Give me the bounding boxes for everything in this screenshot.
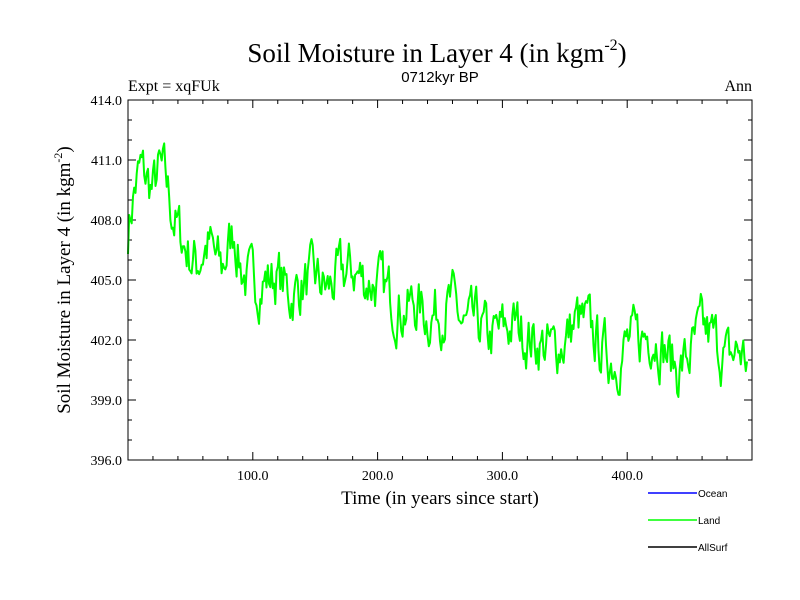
y-tick-label: 405.0 bbox=[91, 274, 123, 289]
legend-label-ocean: Ocean bbox=[698, 489, 727, 500]
x-tick-label: 400.0 bbox=[611, 469, 643, 484]
y-axis: 396.0 399.0 402.0 405.0 408.0 411.0 414.0 bbox=[91, 94, 752, 469]
chart-subtitle: 0712kyr BP bbox=[401, 69, 479, 86]
plot-area: 396.0 399.0 402.0 405.0 408.0 411.0 414.0 100.… bbox=[91, 94, 753, 484]
plot-frame bbox=[127, 99, 753, 461]
x-tick-label: 100.0 bbox=[237, 469, 269, 484]
legend-label-land: Land bbox=[698, 516, 720, 527]
x-tick-label: 200.0 bbox=[362, 469, 394, 484]
y-tick-label: 414.0 bbox=[91, 94, 123, 109]
legend: Ocean Land AllSurf bbox=[648, 489, 728, 554]
season-label: Ann bbox=[724, 78, 752, 95]
y-axis-label: Soil Moisture in Layer 4 (in kgm-2) bbox=[51, 146, 75, 414]
x-axis-label: Time (in years since start) bbox=[341, 488, 539, 509]
y-tick-label: 402.0 bbox=[91, 334, 123, 349]
chart-title: Soil Moisture in Layer 4 (in kgm-2) bbox=[247, 37, 626, 68]
y-tick-label: 408.0 bbox=[91, 214, 123, 229]
x-tick-label: 300.0 bbox=[487, 469, 519, 484]
series-line-land bbox=[127, 142, 748, 398]
y-tick-label: 411.0 bbox=[91, 154, 122, 169]
y-tick-label: 399.0 bbox=[91, 394, 123, 409]
series-group bbox=[127, 142, 748, 398]
legend-label-allsurf: AllSurf bbox=[698, 543, 728, 554]
y-tick-label: 396.0 bbox=[91, 454, 123, 469]
experiment-label: Expt = xqFUk bbox=[128, 78, 220, 95]
x-axis: 100.0 200.0 300.0 400.0 bbox=[152, 100, 728, 484]
